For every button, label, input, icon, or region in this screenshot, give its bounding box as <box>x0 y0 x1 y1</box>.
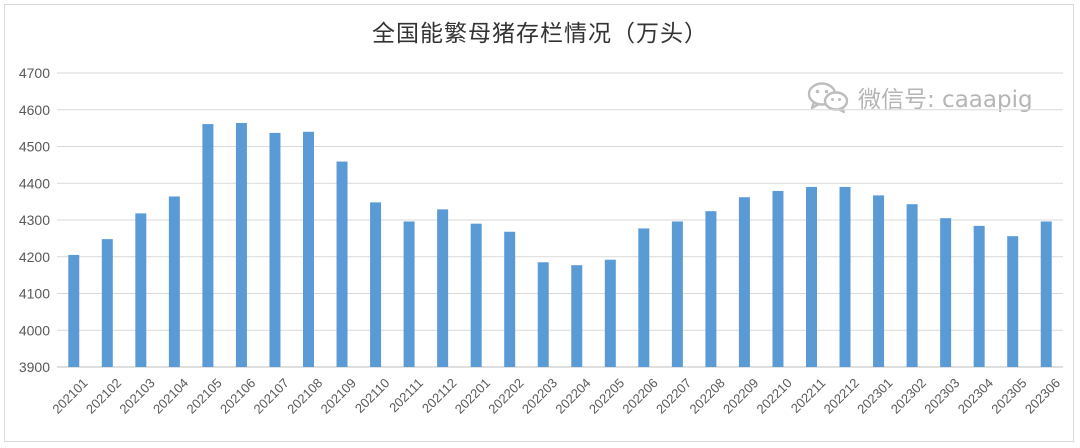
x-tick-label: 202108 <box>284 375 325 416</box>
bar-202205 <box>604 259 616 367</box>
y-tick-label: 4600 <box>19 102 50 118</box>
bar-series <box>68 122 1052 368</box>
x-tick-label: 202102 <box>83 375 124 416</box>
x-tick-label: 202103 <box>116 375 157 416</box>
bar-202306 <box>1040 221 1052 367</box>
x-tick-label: 202209 <box>720 375 761 416</box>
bar-202303 <box>940 218 952 367</box>
x-tick-label: 202110 <box>352 375 393 416</box>
x-tick-label: 202302 <box>888 375 929 416</box>
x-tick-label: 202306 <box>1022 375 1063 416</box>
y-tick-label: 4700 <box>19 65 50 81</box>
x-tick-label: 202212 <box>821 375 862 416</box>
bar-202103 <box>135 213 147 367</box>
x-tick-label: 202211 <box>788 375 829 416</box>
x-tick-label: 202106 <box>217 375 258 416</box>
x-tick-label: 202208 <box>687 375 728 416</box>
x-tick-label: 202112 <box>419 375 460 416</box>
y-axis: 3900 4000 4100 4200 4300 4400 4500 4600 4700 <box>19 65 50 375</box>
x-tick-label: 202104 <box>150 375 191 416</box>
bar-202304 <box>973 225 985 367</box>
bar-202302 <box>906 204 918 367</box>
bar-202107 <box>269 132 281 367</box>
y-tick-label: 4000 <box>19 322 50 338</box>
x-tick-label: 202305 <box>988 375 1029 416</box>
x-tick-label: 202301 <box>854 375 895 416</box>
x-axis: 2021012021022021032021042021052021062021… <box>49 375 1063 416</box>
bar-202106 <box>235 122 247 367</box>
y-tick-label: 3900 <box>19 359 50 375</box>
x-tick-label: 202303 <box>921 375 962 416</box>
x-tick-label: 202207 <box>653 375 694 416</box>
bar-202206 <box>638 228 650 367</box>
x-tick-label: 202109 <box>318 375 359 416</box>
x-tick-label: 202111 <box>386 375 426 415</box>
bar-202105 <box>202 124 214 368</box>
bar-202212 <box>839 186 851 367</box>
bar-202102 <box>101 239 113 367</box>
bar-202101 <box>68 254 80 367</box>
y-tick-label: 4400 <box>19 175 50 191</box>
bar-202203 <box>537 262 549 367</box>
chart-title: 全国能繁母猪存栏情况（万头） <box>372 21 708 47</box>
bar-202301 <box>873 195 885 367</box>
x-tick-label: 202206 <box>619 375 660 416</box>
x-tick-label: 202304 <box>955 375 996 416</box>
bar-202208 <box>705 211 717 367</box>
bar-202104 <box>168 196 180 367</box>
bar-202112 <box>437 209 449 367</box>
bar-202209 <box>738 197 750 367</box>
bar-202108 <box>303 131 314 367</box>
bar-202207 <box>671 221 683 367</box>
y-tick-label: 4200 <box>19 249 50 265</box>
watermark-text: 微信号: caaapig <box>858 87 1033 113</box>
bar-202211 <box>806 186 817 367</box>
bar-202204 <box>571 265 583 367</box>
gridlines <box>57 72 1063 368</box>
x-tick-label: 202204 <box>552 375 593 416</box>
watermark: 微信号: caaapig <box>806 80 1033 114</box>
bar-202109 <box>336 161 348 367</box>
wechat-icon <box>807 82 849 114</box>
x-tick-label: 202107 <box>251 375 292 416</box>
bar-202201 <box>470 223 482 367</box>
chart-frame <box>4 4 1074 442</box>
x-tick-label: 202203 <box>519 375 560 416</box>
y-tick-label: 4100 <box>19 286 50 302</box>
y-tick-label: 4300 <box>19 212 50 228</box>
bar-202305 <box>1007 236 1019 367</box>
bar-202202 <box>504 231 516 367</box>
bar-202110 <box>370 202 382 367</box>
x-tick-label: 202105 <box>184 375 225 416</box>
x-tick-label: 202101 <box>49 375 90 416</box>
x-tick-label: 202201 <box>452 375 493 416</box>
bar-202111 <box>403 221 415 367</box>
x-tick-label: 202205 <box>586 375 627 416</box>
x-tick-label: 202202 <box>485 375 526 416</box>
bar-202210 <box>772 190 784 367</box>
x-tick-label: 202210 <box>754 375 795 416</box>
y-tick-label: 4500 <box>19 139 50 155</box>
